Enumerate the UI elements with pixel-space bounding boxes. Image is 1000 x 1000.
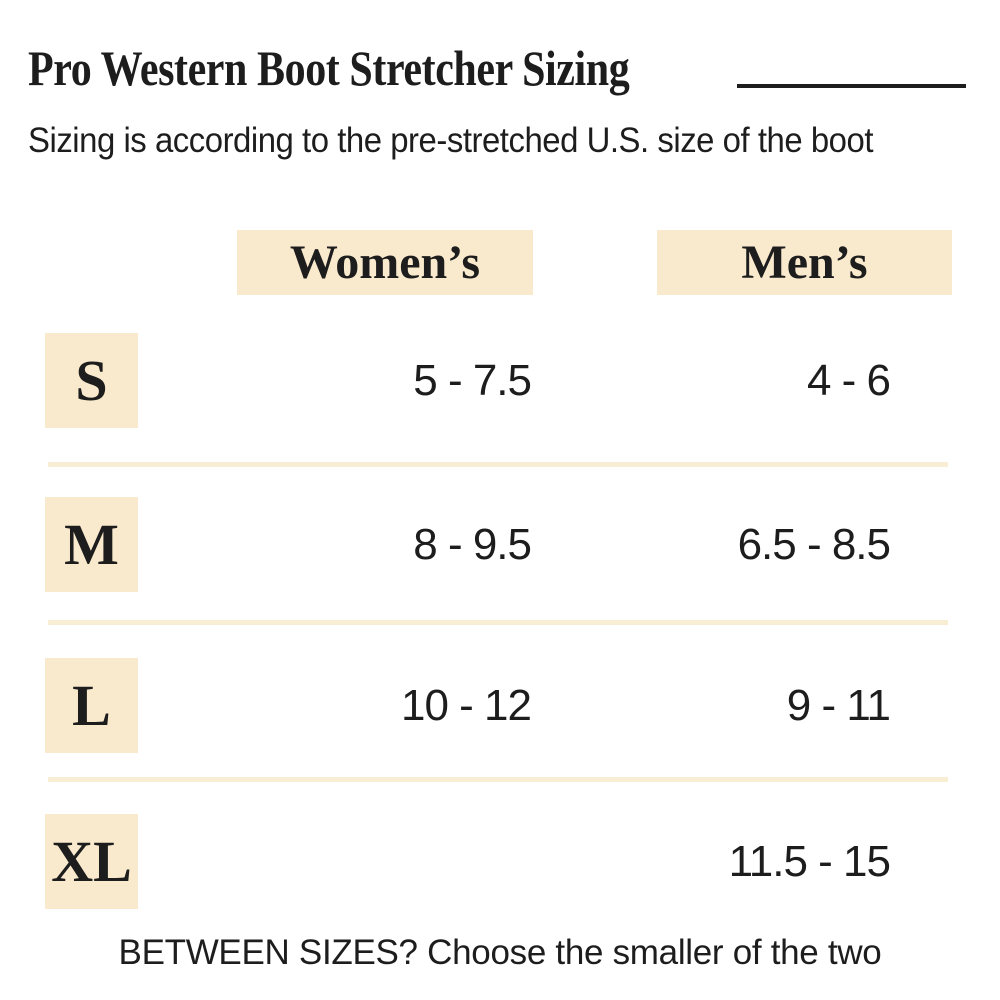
size-badge-xl: XL [45,814,138,909]
mens-value-m: 6.5 - 8.5 [737,519,891,569]
column-header-womens: Women’s [237,230,533,295]
footer-note: BETWEEN SIZES? Choose the smaller of the… [118,933,882,972]
womens-value-l: 10 - 12 [401,680,532,730]
size-badge-m: M [45,497,138,592]
title-underline [737,84,966,88]
size-badge-s: S [45,333,138,428]
row-separator [48,777,948,782]
column-header-mens: Men’s [657,230,952,295]
womens-value-xl [240,814,531,909]
size-badge-l: L [45,658,138,753]
mens-value-l: 9 - 11 [786,680,891,730]
mens-value-xl: 11.5 - 15 [728,836,891,886]
page-title: Pro Western Boot Stretcher Sizing [28,40,630,96]
mens-value-s: 4 - 6 [806,355,891,405]
row-separator [48,462,948,467]
womens-value-s: 5 - 7.5 [413,355,532,405]
row-separator [48,620,948,625]
page-subtitle: Sizing is according to the pre-stretched… [28,121,874,160]
womens-value-m: 8 - 9.5 [413,519,532,569]
